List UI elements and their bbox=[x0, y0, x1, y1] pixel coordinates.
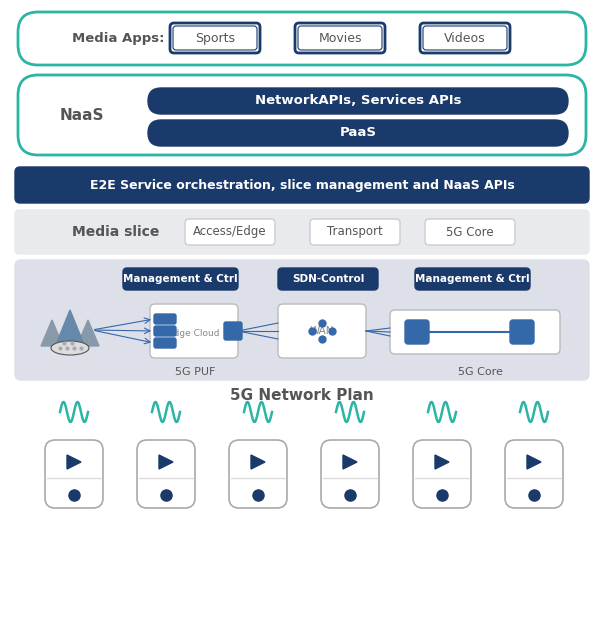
FancyBboxPatch shape bbox=[423, 26, 507, 50]
FancyBboxPatch shape bbox=[123, 268, 238, 290]
Text: Sports: Sports bbox=[195, 32, 235, 45]
FancyBboxPatch shape bbox=[510, 320, 534, 344]
Text: Access/Edge: Access/Edge bbox=[193, 225, 267, 238]
FancyBboxPatch shape bbox=[137, 440, 195, 508]
FancyBboxPatch shape bbox=[185, 219, 275, 245]
FancyBboxPatch shape bbox=[45, 440, 103, 508]
Ellipse shape bbox=[51, 341, 89, 355]
Text: Movies: Movies bbox=[318, 32, 362, 45]
FancyBboxPatch shape bbox=[154, 326, 176, 336]
FancyBboxPatch shape bbox=[278, 268, 378, 290]
Text: NetworkAPIs, Services APIs: NetworkAPIs, Services APIs bbox=[255, 94, 461, 107]
Polygon shape bbox=[343, 455, 357, 469]
FancyBboxPatch shape bbox=[390, 310, 560, 354]
Polygon shape bbox=[41, 320, 63, 346]
Text: 5G Core: 5G Core bbox=[457, 367, 502, 377]
FancyBboxPatch shape bbox=[170, 23, 260, 53]
FancyBboxPatch shape bbox=[173, 26, 257, 50]
Text: Media Apps:: Media Apps: bbox=[72, 32, 165, 45]
Text: 5G Core: 5G Core bbox=[446, 225, 494, 238]
FancyBboxPatch shape bbox=[18, 75, 586, 155]
FancyBboxPatch shape bbox=[148, 120, 568, 146]
FancyBboxPatch shape bbox=[15, 167, 589, 203]
FancyBboxPatch shape bbox=[505, 440, 563, 508]
FancyBboxPatch shape bbox=[229, 440, 287, 508]
FancyBboxPatch shape bbox=[420, 23, 510, 53]
FancyBboxPatch shape bbox=[415, 268, 530, 290]
Polygon shape bbox=[435, 455, 449, 469]
FancyBboxPatch shape bbox=[295, 23, 385, 53]
Text: 5G Network Plan: 5G Network Plan bbox=[230, 389, 374, 404]
FancyBboxPatch shape bbox=[425, 219, 515, 245]
Polygon shape bbox=[251, 455, 265, 469]
Polygon shape bbox=[527, 455, 541, 469]
Text: PaaS: PaaS bbox=[339, 127, 376, 140]
Text: Transport: Transport bbox=[327, 225, 383, 238]
FancyBboxPatch shape bbox=[154, 314, 176, 324]
Text: NaaS: NaaS bbox=[60, 107, 105, 122]
FancyBboxPatch shape bbox=[278, 304, 366, 358]
Text: 5G PUF: 5G PUF bbox=[175, 367, 215, 377]
Text: SDN-Control: SDN-Control bbox=[292, 274, 364, 284]
FancyBboxPatch shape bbox=[298, 26, 382, 50]
Polygon shape bbox=[57, 310, 83, 342]
Text: Edge Cloud: Edge Cloud bbox=[168, 329, 220, 338]
FancyBboxPatch shape bbox=[310, 219, 400, 245]
Text: E2E Service orchestration, slice management and NaaS APIs: E2E Service orchestration, slice managem… bbox=[90, 178, 514, 192]
FancyBboxPatch shape bbox=[18, 12, 586, 65]
FancyBboxPatch shape bbox=[15, 210, 589, 254]
Text: Management & Ctrl: Management & Ctrl bbox=[414, 274, 529, 284]
FancyBboxPatch shape bbox=[321, 440, 379, 508]
FancyBboxPatch shape bbox=[413, 440, 471, 508]
Polygon shape bbox=[67, 455, 81, 469]
FancyBboxPatch shape bbox=[15, 260, 589, 380]
Text: Videos: Videos bbox=[444, 32, 486, 45]
Text: WAN: WAN bbox=[310, 326, 334, 336]
FancyBboxPatch shape bbox=[154, 338, 176, 348]
FancyBboxPatch shape bbox=[405, 320, 429, 344]
Text: Media slice: Media slice bbox=[72, 225, 159, 239]
Polygon shape bbox=[159, 455, 173, 469]
FancyBboxPatch shape bbox=[224, 322, 242, 340]
Text: Management & Ctrl: Management & Ctrl bbox=[123, 274, 237, 284]
Polygon shape bbox=[77, 320, 99, 346]
FancyBboxPatch shape bbox=[148, 88, 568, 114]
FancyBboxPatch shape bbox=[150, 304, 238, 358]
